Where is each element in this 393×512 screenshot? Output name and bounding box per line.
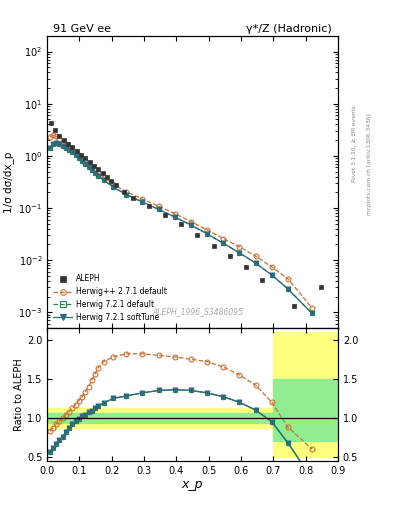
Text: ALEPH_1996_S3486095: ALEPH_1996_S3486095: [153, 307, 244, 316]
Text: Rivet 3.1.10, ≥ 3M events: Rivet 3.1.10, ≥ 3M events: [352, 105, 357, 182]
Text: 91 GeV ee: 91 GeV ee: [53, 25, 111, 34]
Legend: ALEPH, Herwig++ 2.7.1 default, Herwig 7.2.1 default, Herwig 7.2.1 softTune: ALEPH, Herwig++ 2.7.1 default, Herwig 7.…: [51, 272, 169, 324]
Y-axis label: 1/σ dσ/dx_p: 1/σ dσ/dx_p: [3, 151, 14, 212]
Text: γ*/Z (Hadronic): γ*/Z (Hadronic): [246, 25, 332, 34]
Y-axis label: Ratio to ALEPH: Ratio to ALEPH: [14, 358, 24, 431]
Text: mcplots.cern.ch [arXiv:1306.3436]: mcplots.cern.ch [arXiv:1306.3436]: [367, 113, 373, 215]
X-axis label: x_p: x_p: [182, 478, 203, 492]
